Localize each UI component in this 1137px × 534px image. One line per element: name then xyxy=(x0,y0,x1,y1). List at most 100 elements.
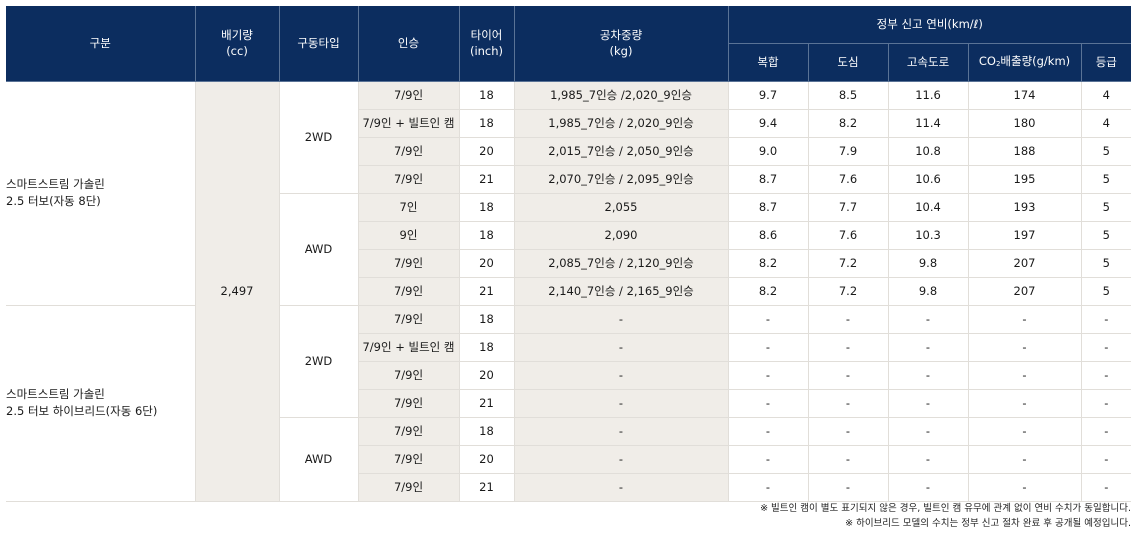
tire-cell: 18 xyxy=(459,193,515,222)
weight-cell: 2,055 xyxy=(514,193,729,222)
table-body: 스마트스트림 가솔린 2.5 터보(자동 8단) 2,497 2WD 7/9인 18 1,9… xyxy=(6,81,1132,502)
city-cell: - xyxy=(808,389,889,418)
tire-cell: 21 xyxy=(459,389,515,418)
highway-cell: 10.6 xyxy=(888,165,969,194)
grade-cell: 5 xyxy=(1081,277,1132,306)
model-name-cell: 스마트스트림 가솔린 2.5 터보 하이브리드(자동 6단) xyxy=(6,305,196,502)
table-row: 7/9인 21- - - - - - xyxy=(6,473,1132,502)
combined-cell: - xyxy=(728,417,809,446)
tire-cell: 18 xyxy=(459,305,515,334)
combined-cell: - xyxy=(728,473,809,502)
weight-cell: - xyxy=(514,389,729,418)
seats-cell: 7인 xyxy=(358,193,460,222)
table-row: AWD 7/9인 18- - - - - - xyxy=(6,417,1132,502)
drive-type-cell: 2WD xyxy=(279,81,359,194)
tire-cell: 20 xyxy=(459,137,515,166)
co2-cell: 193 xyxy=(968,193,1082,222)
table-row: 7/9인 21- - - - - - xyxy=(6,389,1132,418)
tire-cell: 21 xyxy=(459,165,515,194)
city-cell: - xyxy=(808,445,889,474)
seats-cell: 7/9인 xyxy=(358,473,460,502)
city-cell: - xyxy=(808,333,889,362)
header-drive: 구동타입 xyxy=(279,6,359,82)
table-row: 7/9인 21 2,140_7인승 / 2,165_9인승 8.2 7.2 9.8 207 5 xyxy=(6,277,1132,306)
co2-cell: - xyxy=(968,361,1082,390)
seats-cell: 7/9인 xyxy=(358,417,460,446)
combined-cell: 8.7 xyxy=(728,193,809,222)
model-name-line2: 2.5 터보(자동 8단) xyxy=(6,194,101,208)
footnotes: ※ 빌트인 캠이 별도 표기되지 않은 경우, 빌트인 캠 유무에 관계 없이 … xyxy=(760,501,1131,531)
combined-cell: 9.4 xyxy=(728,109,809,138)
header-tire: 타이어 (inch) xyxy=(459,6,515,82)
header-tire-line2: (inch) xyxy=(469,44,504,59)
grade-cell: - xyxy=(1081,417,1132,446)
header-displacement: 배기량 (cc) xyxy=(195,6,280,82)
combined-cell: - xyxy=(728,445,809,474)
model-name-cell: 스마트스트림 가솔린 2.5 터보(자동 8단) xyxy=(6,81,196,306)
tire-cell: 18 xyxy=(459,417,515,446)
co2-cell: 174 xyxy=(968,81,1082,110)
seats-cell: 7/9인 xyxy=(358,137,460,166)
co2-cell: - xyxy=(968,417,1082,446)
drive-type-cell: AWD xyxy=(279,417,359,502)
weight-cell: - xyxy=(514,473,729,502)
header-weight: 공차중량 (kg) xyxy=(514,6,729,82)
co2-cell: 180 xyxy=(968,109,1082,138)
combined-cell: 8.6 xyxy=(728,221,809,250)
highway-cell: 9.8 xyxy=(888,249,969,278)
highway-cell: - xyxy=(888,473,969,502)
grade-cell: - xyxy=(1081,305,1132,334)
combined-cell: 8.7 xyxy=(728,165,809,194)
table-row: 7/9인 20 2,015_7인승 / 2,050_9인승 9.0 7.9 10.8 188… xyxy=(6,137,1132,166)
drive-type-cell: 2WD xyxy=(279,305,359,418)
highway-cell: 10.3 xyxy=(888,221,969,250)
table-row: 7/9인 20- - - - - - xyxy=(6,361,1132,390)
model-name-line1: 스마트스트림 가솔린 xyxy=(6,387,105,401)
table-row: 스마트스트림 가솔린 2.5 터보(자동 8단) 2,497 2WD 7/9인 18 1,9… xyxy=(6,81,1132,502)
seats-cell: 7/9인 xyxy=(358,361,460,390)
city-cell: 8.5 xyxy=(808,81,889,110)
co2-cell: - xyxy=(968,389,1082,418)
weight-cell: 2,085_7인승 / 2,120_9인승 xyxy=(514,249,729,278)
combined-cell: - xyxy=(728,305,809,334)
header-highway: 고속도로 xyxy=(888,43,969,82)
footnote: ※ 하이브리드 모델의 수치는 정부 신고 절차 완료 후 공개될 예정입니다. xyxy=(845,518,1131,529)
city-cell: 7.9 xyxy=(808,137,889,166)
header-co2-suffix: 배출량(g/km) xyxy=(1000,53,1071,68)
city-cell: 8.2 xyxy=(808,109,889,138)
weight-cell: - xyxy=(514,333,729,362)
combined-cell: 8.2 xyxy=(728,249,809,278)
header-displacement-line1: 배기량 xyxy=(221,28,253,43)
city-cell: - xyxy=(808,361,889,390)
header-co2-prefix: CO xyxy=(978,53,996,68)
city-cell: 7.6 xyxy=(808,165,889,194)
table-row: 7/9인 20 2,085_7인승 / 2,120_9인승 8.2 7.2 9.8 207 5 xyxy=(6,249,1132,278)
co2-cell: 195 xyxy=(968,165,1082,194)
table-row: AWD 7인 18 2,055 8.7 7.7 10.4 193 5 xyxy=(6,193,1132,306)
header-co2-sub: 2 xyxy=(995,59,1001,68)
co2-cell: 207 xyxy=(968,249,1082,278)
tire-cell: 18 xyxy=(459,81,515,110)
grade-cell: - xyxy=(1081,473,1132,502)
header-grade: 등급 xyxy=(1081,43,1132,82)
header-tire-line1: 타이어 xyxy=(470,28,503,43)
table-row: 7/9인 + 빌트인 캠 18- - - - - - xyxy=(6,333,1132,362)
header-weight-line1: 공차중량 xyxy=(599,28,643,43)
table-row: 7/9인 20- - - - - - xyxy=(6,445,1132,474)
highway-cell: - xyxy=(888,333,969,362)
city-cell: 7.6 xyxy=(808,221,889,250)
tire-cell: 18 xyxy=(459,333,515,362)
weight-cell: 1,985_7인승 /2,020_9인승 xyxy=(514,81,729,110)
city-cell: - xyxy=(808,417,889,446)
header-gubun: 구분 xyxy=(6,6,196,82)
weight-cell: - xyxy=(514,417,729,446)
seats-cell: 7/9인 xyxy=(358,249,460,278)
highway-cell: 9.8 xyxy=(888,277,969,306)
grade-cell: 5 xyxy=(1081,249,1132,278)
highway-cell: - xyxy=(888,389,969,418)
table-row: 9인 18 2,090 8.6 7.6 10.3 197 5 xyxy=(6,221,1132,250)
co2-cell: - xyxy=(968,445,1082,474)
weight-cell: - xyxy=(514,445,729,474)
weight-cell: - xyxy=(514,305,729,334)
co2-cell: 207 xyxy=(968,277,1082,306)
